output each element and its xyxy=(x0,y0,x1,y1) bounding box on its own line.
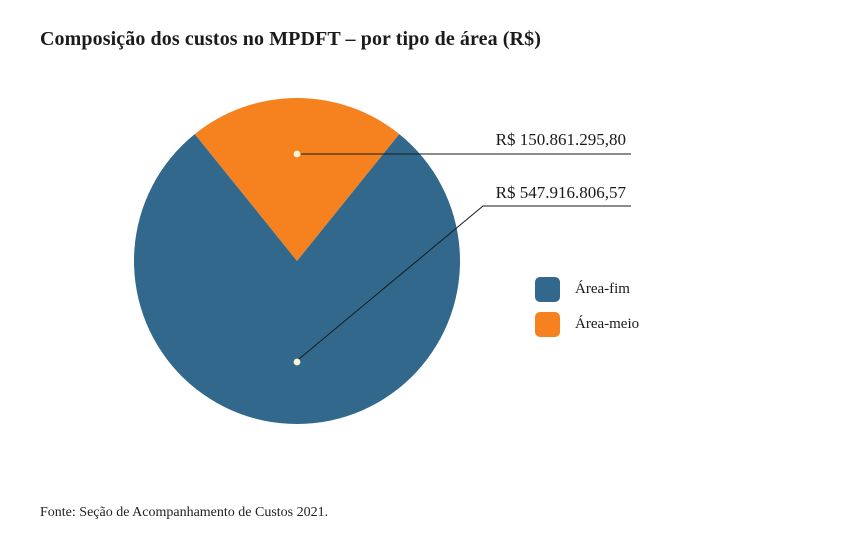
leader-line-area-fim xyxy=(298,205,631,360)
legend-swatch-area-fim xyxy=(535,277,560,302)
legend-item-area-meio: Área-meio xyxy=(535,312,639,337)
callout-dot-area-fim xyxy=(293,358,301,366)
legend-label-area-fim: Área-fim xyxy=(575,281,630,297)
legend-item-area-fim: Área-fim xyxy=(535,277,639,302)
source-note: Fonte: Seção de Acompanhamento de Custos… xyxy=(40,505,329,520)
legend-swatch-area-meio xyxy=(535,312,560,337)
callout-dot-area-meio xyxy=(293,150,301,158)
chart-title: Composição dos custos no MPDFT – por tip… xyxy=(40,28,541,50)
legend: Área-fim Área-meio xyxy=(535,277,639,337)
legend-label-area-meio: Área-meio xyxy=(575,316,640,332)
pie-slices xyxy=(133,98,460,425)
pie-slice--rea-meio xyxy=(194,98,400,262)
value-label-area-fim: R$ 547.916.806,57 xyxy=(495,183,626,202)
pie-slice--rea-fim xyxy=(133,134,460,425)
value-label-area-meio: R$ 150.861.295,80 xyxy=(495,130,626,149)
